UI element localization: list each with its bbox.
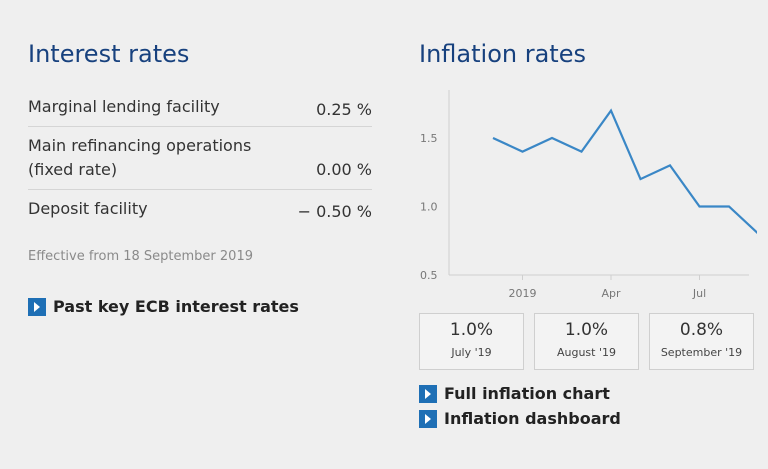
rate-label-line1: Main refinancing operations <box>28 136 252 155</box>
full-inflation-chart-link[interactable]: Full inflation chart <box>419 384 610 403</box>
stat-box-september: 0.8% September '19 <box>649 313 754 370</box>
inflation-dashboard-link[interactable]: Inflation dashboard <box>419 409 621 428</box>
rate-label-line2: (fixed rate) <box>28 160 118 179</box>
rate-row-deposit-facility: Deposit facility − 0.50 % <box>28 197 372 221</box>
inflation-dashboard-link-label: Inflation dashboard <box>444 409 621 428</box>
y-tick-label: 1.0 <box>420 200 438 213</box>
x-tick-label: Jul <box>692 287 706 300</box>
divider <box>28 126 372 127</box>
inflation-rates-title: Inflation rates <box>419 40 586 68</box>
rate-row-main-refinancing: Main refinancing operations (fixed rate)… <box>28 134 372 182</box>
divider <box>28 189 372 190</box>
x-tick-label: 2019 <box>509 287 537 300</box>
chevron-right-icon <box>419 409 437 428</box>
stat-box-august: 1.0% August '19 <box>534 313 639 370</box>
rate-value: − 0.50 % <box>297 202 372 221</box>
past-key-rates-link[interactable]: Past key ECB interest rates <box>28 297 299 316</box>
past-key-rates-link-label: Past key ECB interest rates <box>53 297 299 316</box>
inflation-chart-svg: 0.5 1.0 1.5 2019 Apr Jul <box>420 90 757 300</box>
inflation-chart: 0.5 1.0 1.5 2019 Apr Jul <box>419 85 757 305</box>
inflation-series-line <box>492 108 757 234</box>
y-tick-label: 1.5 <box>420 132 438 145</box>
interest-rates-title: Interest rates <box>28 40 190 68</box>
rate-value: 0.25 % <box>316 100 372 119</box>
stat-value: 0.8% <box>679 320 724 340</box>
stat-label: July '19 <box>451 346 492 359</box>
full-inflation-chart-link-label: Full inflation chart <box>444 384 610 403</box>
stat-label: September '19 <box>660 346 743 359</box>
stat-value: 1.0% <box>564 320 609 340</box>
chevron-right-icon <box>419 384 437 403</box>
rate-label: Deposit facility <box>28 199 148 218</box>
x-tick-label: Apr <box>601 287 621 300</box>
rate-row-marginal-lending: Marginal lending facility 0.25 % <box>28 95 372 119</box>
chevron-right-icon <box>28 297 46 316</box>
stat-box-july: 1.0% July '19 <box>419 313 524 370</box>
rate-label: Main refinancing operations (fixed rate) <box>28 134 251 182</box>
rate-label: Marginal lending facility <box>28 97 220 116</box>
effective-date-note: Effective from 18 September 2019 <box>28 249 253 264</box>
rate-value: 0.00 % <box>316 160 372 179</box>
stat-value: 1.0% <box>449 320 494 340</box>
stat-label: August '19 <box>556 346 616 359</box>
y-tick-label: 0.5 <box>420 269 438 282</box>
